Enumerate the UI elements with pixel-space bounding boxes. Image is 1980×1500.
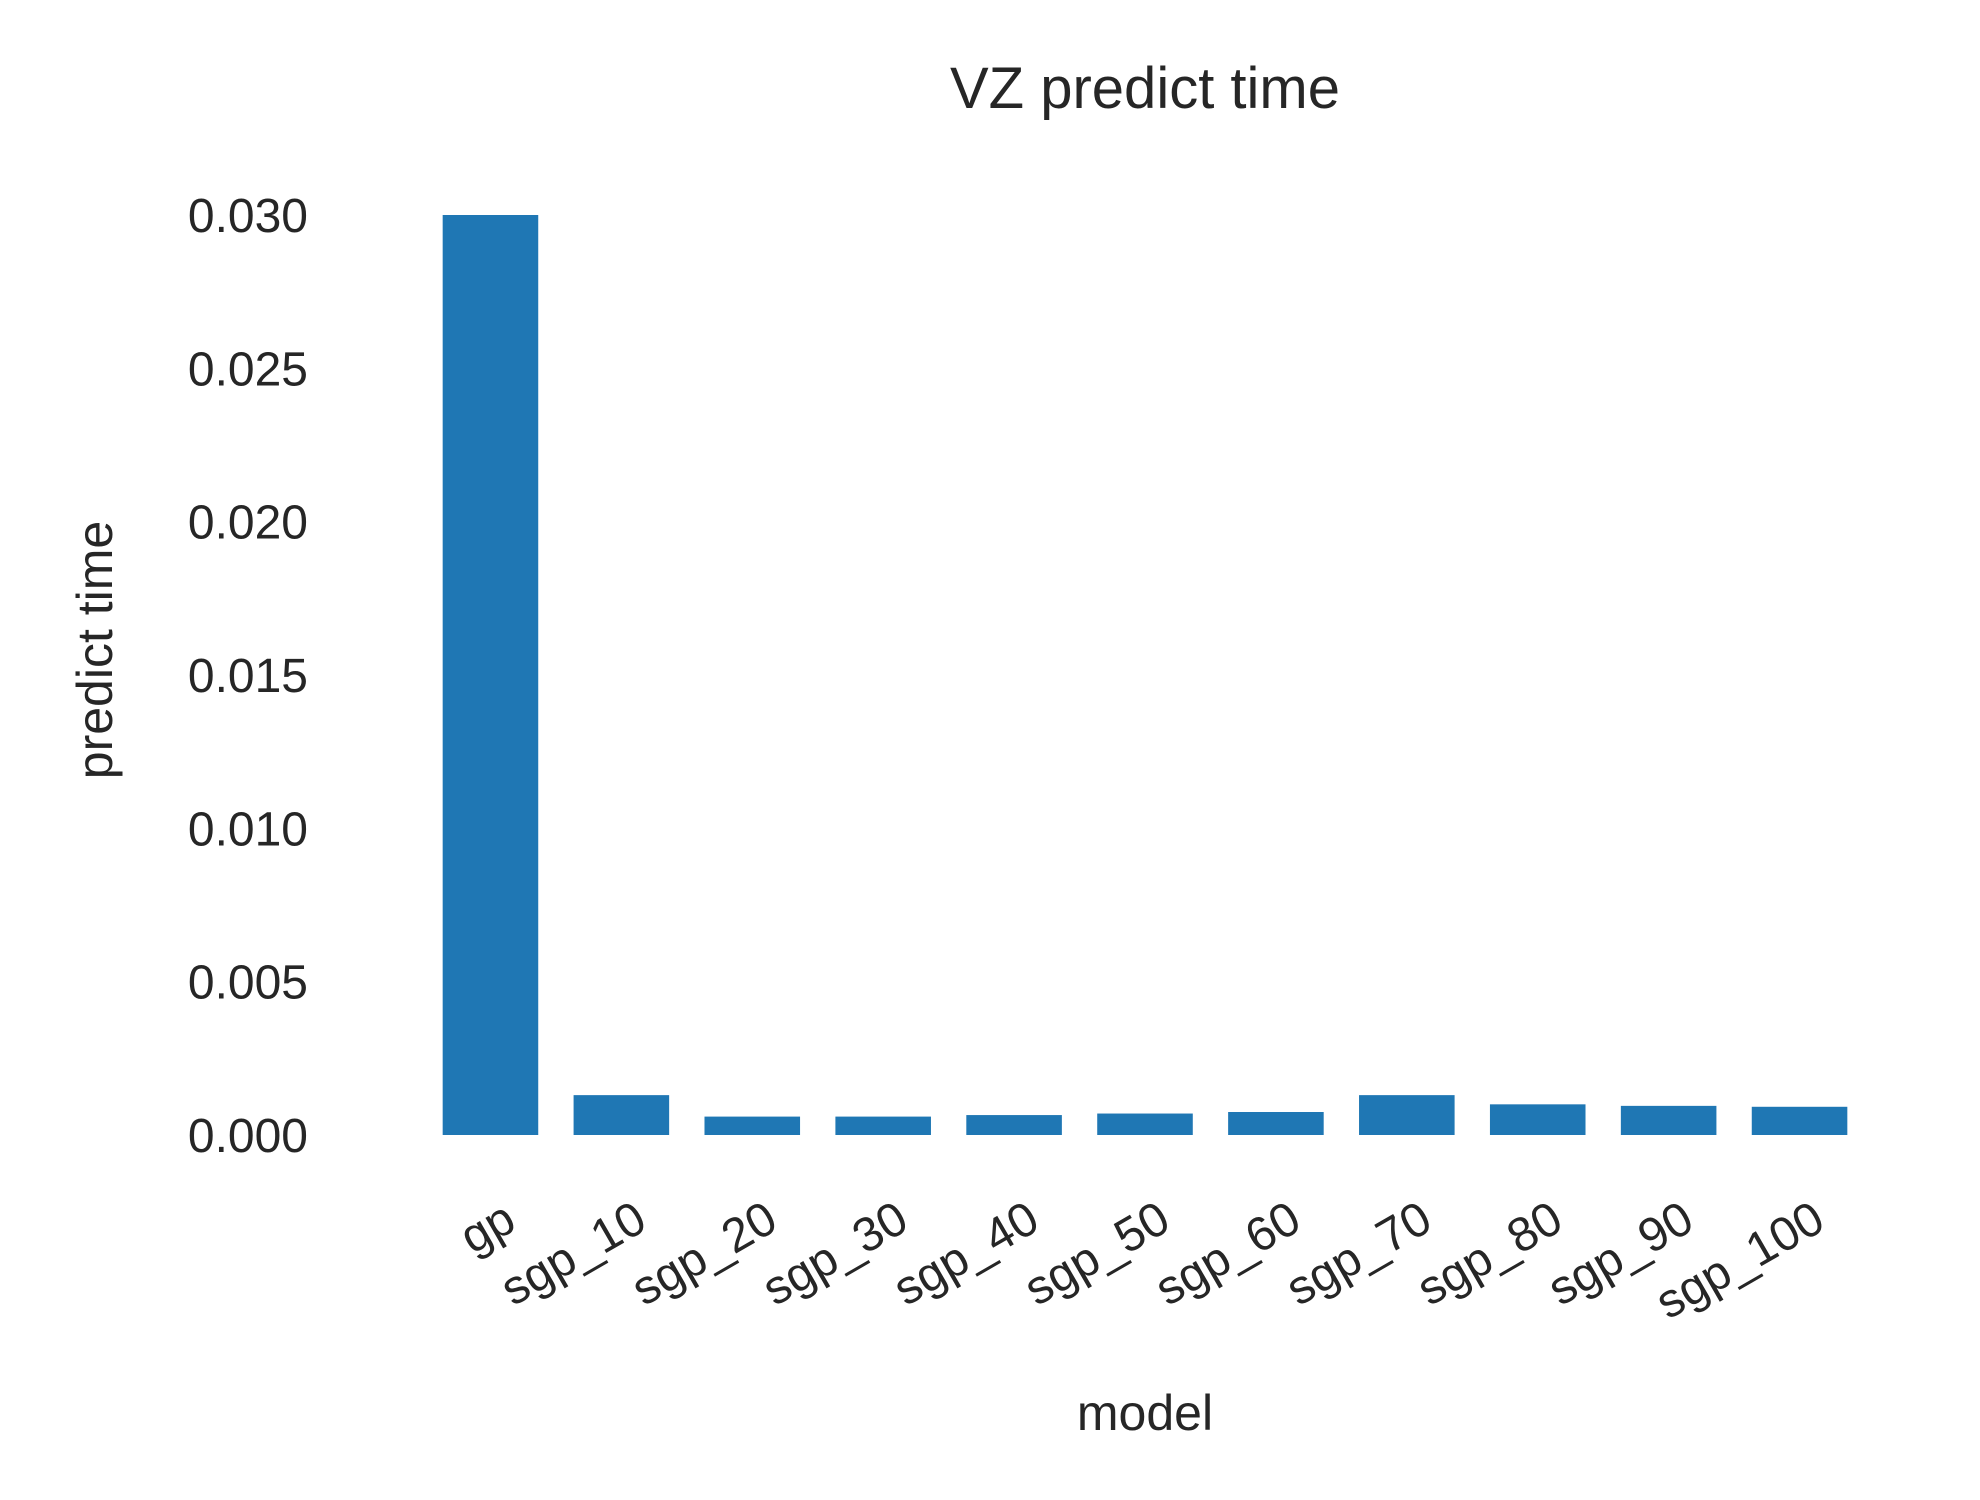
x-tick-label: sgp_40 [885,1192,1048,1317]
x-tick-label: sgp_70 [1277,1192,1440,1317]
bar-sgp-80 [1489,1104,1586,1135]
y-tick-label: 0.010 [188,803,308,856]
bar-sgp-40 [966,1115,1062,1135]
bar-sgp-30 [835,1116,931,1135]
y-tick-label: 0.005 [188,957,308,1010]
bar-sgp-100 [1751,1106,1848,1135]
y-axis: 0.000 0.005 0.010 0.015 0.020 0.025 0.030 [188,190,308,1163]
x-tick-label: sgp_80 [1408,1192,1571,1317]
y-tick-label: 0.020 [188,497,308,550]
x-tick-label: sgp_20 [623,1192,786,1317]
y-tick-label: 0.015 [188,650,308,703]
x-axis-label: model [1077,1385,1213,1441]
bar-sgp-70 [1359,1095,1455,1135]
y-tick-label: 0.000 [188,1110,308,1163]
bar-sgp-60 [1228,1112,1324,1135]
bar-sgp-90 [1620,1105,1717,1135]
y-tick-label: 0.025 [188,343,308,396]
x-tick-label: gp [451,1192,524,1265]
x-tick-label: sgp_50 [1016,1192,1179,1317]
y-axis-label: predict time [67,521,123,779]
y-tick-label: 0.030 [188,190,308,243]
x-tick-label: sgp_30 [754,1192,917,1317]
bar-sgp-20 [704,1116,801,1135]
x-axis: gpsgp_10sgp_20sgp_30sgp_40sgp_50sgp_60sg… [451,1192,1833,1330]
bar-gp [442,215,539,1135]
chart-title: VZ predict time [950,56,1340,121]
bars [442,215,1848,1135]
x-tick-label: sgp_60 [1147,1192,1310,1317]
x-tick-label: sgp_10 [492,1192,655,1317]
bar-sgp-10 [573,1095,670,1135]
bar-sgp-50 [1097,1113,1193,1135]
